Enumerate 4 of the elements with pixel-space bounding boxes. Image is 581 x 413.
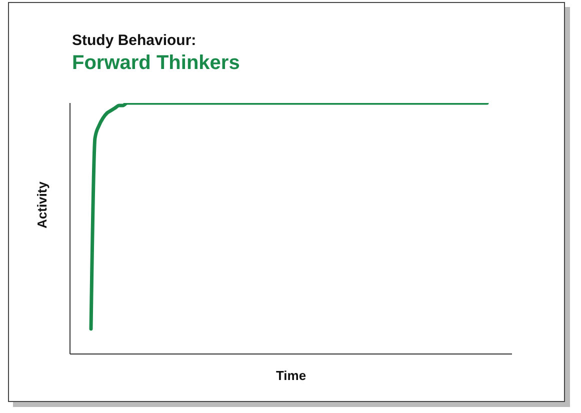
y-axis-title: Activity bbox=[34, 180, 50, 228]
x-axis-title: Time bbox=[276, 368, 306, 383]
chart-title: Study Behaviour: bbox=[72, 32, 196, 49]
chart-subtitle: Forward Thinkers bbox=[72, 52, 240, 75]
